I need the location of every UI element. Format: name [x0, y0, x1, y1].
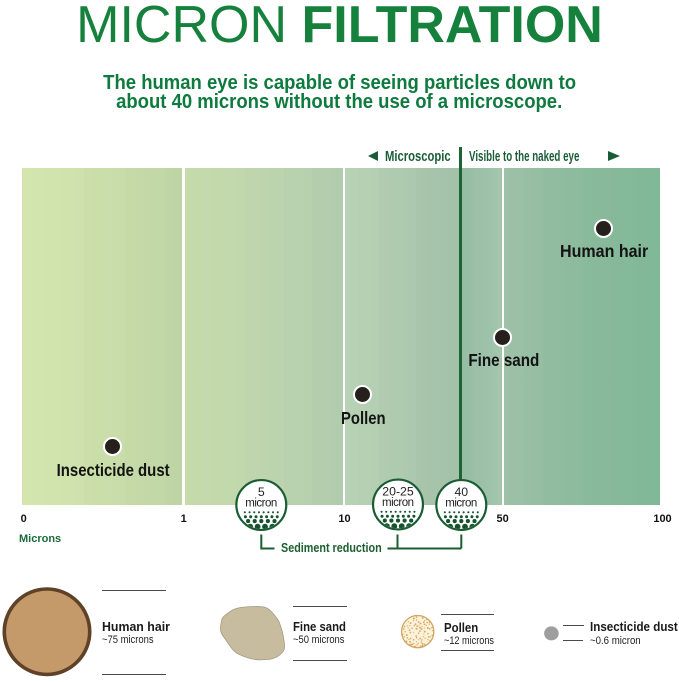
- svg-text:40: 40: [454, 485, 468, 499]
- svg-text:5: 5: [258, 485, 265, 499]
- svg-text:micron: micron: [245, 498, 277, 510]
- svg-text:micron: micron: [382, 497, 414, 509]
- svg-text:20-25: 20-25: [382, 485, 414, 499]
- svg-text:micron: micron: [445, 498, 477, 510]
